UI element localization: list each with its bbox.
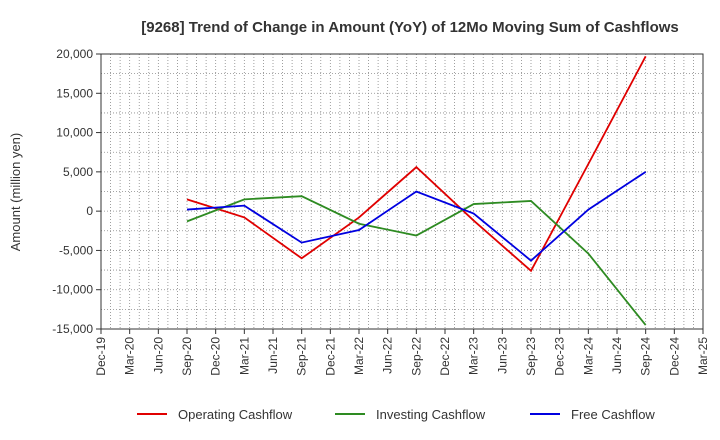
x-tick-label: Mar-25 (696, 337, 710, 375)
series-line-1 (186, 195, 647, 326)
x-tick-label: Sep-22 (409, 337, 423, 376)
x-tick-label: Jun-20 (151, 337, 165, 374)
y-tick-label: 5,000 (63, 165, 93, 179)
y-tick-label: -10,000 (52, 283, 93, 297)
x-tick-label: Sep-23 (524, 337, 538, 376)
y-tick-label: -5,000 (59, 243, 93, 257)
plot-frame (100, 53, 704, 330)
x-tick-label: Jun-24 (610, 337, 624, 374)
series-line-0 (186, 55, 647, 273)
legend-label-2: Free Cashflow (571, 407, 655, 422)
x-tick-label: Dec-22 (438, 337, 452, 376)
x-tick-label: Sep-24 (639, 337, 653, 376)
x-tick-label: Mar-21 (237, 337, 251, 375)
y-tick-label: 20,000 (56, 47, 93, 61)
series-lines (186, 55, 647, 326)
chart-title: [9268] Trend of Change in Amount (YoY) o… (141, 19, 679, 36)
x-tick-label: Sep-21 (295, 337, 309, 376)
grid (101, 54, 703, 329)
x-tick-label: Dec-24 (667, 337, 681, 376)
y-axis-label: Amount (million yen) (8, 133, 23, 252)
x-tick-label: Dec-20 (209, 337, 223, 376)
y-tick-label: -15,000 (52, 322, 93, 336)
legend: Operating Cashflow Investing Cashflow Free… (137, 407, 655, 422)
x-tick-label: Mar-20 (123, 337, 137, 375)
x-tick-label: Dec-19 (94, 337, 108, 376)
y-tick-label: 15,000 (56, 86, 93, 100)
y-tick-label: 10,000 (56, 126, 93, 140)
x-tick-label: Mar-23 (467, 337, 481, 375)
x-tick-label: Mar-22 (352, 337, 366, 375)
x-tick-label: Dec-23 (553, 337, 567, 376)
y-tick-label: 0 (86, 204, 93, 218)
x-tick-label: Dec-21 (323, 337, 337, 376)
series-line-2 (186, 171, 647, 262)
x-tick-label: Jun-23 (495, 337, 509, 374)
x-tick-label: Sep-20 (180, 337, 194, 376)
axes: 20,000 15,000 10,000 5,000 0 -5,000 -10,000 -15… (52, 47, 710, 376)
legend-label-1: Investing Cashflow (376, 407, 486, 422)
legend-label-0: Operating Cashflow (178, 407, 293, 422)
x-tick-label: Jun-21 (266, 337, 280, 374)
x-tick-label: Mar-24 (581, 337, 595, 375)
x-tick-label: Jun-22 (381, 337, 395, 374)
